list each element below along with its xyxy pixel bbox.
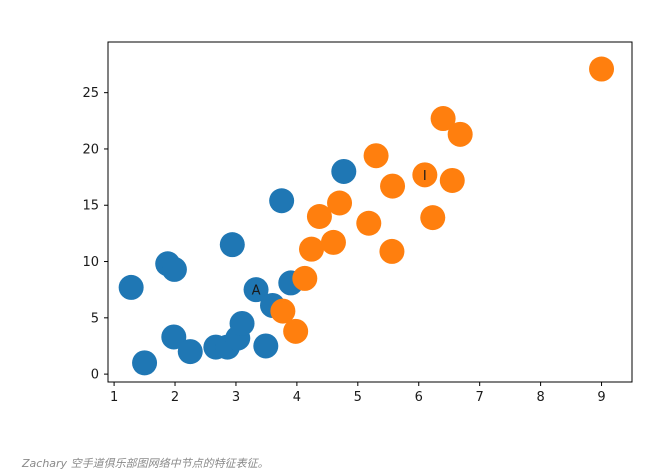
point-annotations: AI — [252, 169, 427, 299]
series-1-point — [331, 158, 357, 184]
x-tick-label: 4 — [293, 390, 301, 405]
x-tick-label: 7 — [476, 390, 484, 405]
series-2-point — [299, 236, 325, 262]
y-tick-label: 5 — [91, 311, 99, 326]
plot-area-frame — [107, 41, 633, 383]
series-1-point — [253, 333, 279, 359]
x-tick-label: 9 — [597, 390, 605, 405]
series-2-point — [363, 143, 389, 169]
y-tick-label: 10 — [82, 255, 99, 270]
series-2-point — [439, 167, 465, 193]
figure-caption: Zachary 空手道俱乐部图网络中节点的特征表征。 — [22, 457, 269, 470]
y-tick-label: 25 — [82, 86, 99, 101]
series-1-point — [161, 256, 187, 282]
x-tick-label: 2 — [171, 390, 179, 405]
series-1-point — [177, 339, 203, 365]
series-2-point — [283, 318, 309, 344]
y-tick-label: 20 — [82, 142, 99, 157]
series-2-point — [412, 162, 438, 188]
series-1-point — [161, 324, 187, 350]
x-tick-label: 6 — [415, 390, 423, 405]
series-2-point — [327, 190, 353, 216]
series-2-point — [420, 205, 446, 231]
x-tick-label: 8 — [536, 390, 544, 405]
series-1-point — [132, 350, 158, 376]
series-1-point — [219, 232, 245, 258]
series-2-point — [306, 204, 332, 230]
data-points — [118, 56, 615, 376]
series-1-point — [229, 310, 255, 336]
series-2-point — [589, 56, 615, 82]
series-1-point — [118, 274, 144, 300]
y-axis: 0 5 10 15 20 25 — [82, 86, 108, 383]
point-annotation: A — [252, 284, 261, 299]
series-2-point — [320, 229, 346, 255]
x-axis: 1 2 3 4 5 6 7 8 9 — [110, 382, 606, 405]
series-1-point — [243, 277, 269, 303]
x-tick-label: 5 — [354, 390, 362, 405]
y-tick-label: 15 — [82, 199, 99, 214]
series-2-point — [430, 106, 456, 132]
series-1-point — [269, 188, 295, 214]
series-2-point — [270, 298, 296, 324]
series-2-point — [292, 265, 318, 291]
series-2-point — [379, 238, 405, 264]
y-tick-label: 0 — [91, 368, 99, 383]
series-2-point — [447, 121, 473, 147]
point-annotation: I — [423, 169, 427, 184]
x-tick-label: 1 — [110, 390, 118, 405]
series-2-point — [380, 173, 406, 199]
series-2-point — [356, 210, 382, 236]
x-tick-label: 3 — [232, 390, 240, 405]
